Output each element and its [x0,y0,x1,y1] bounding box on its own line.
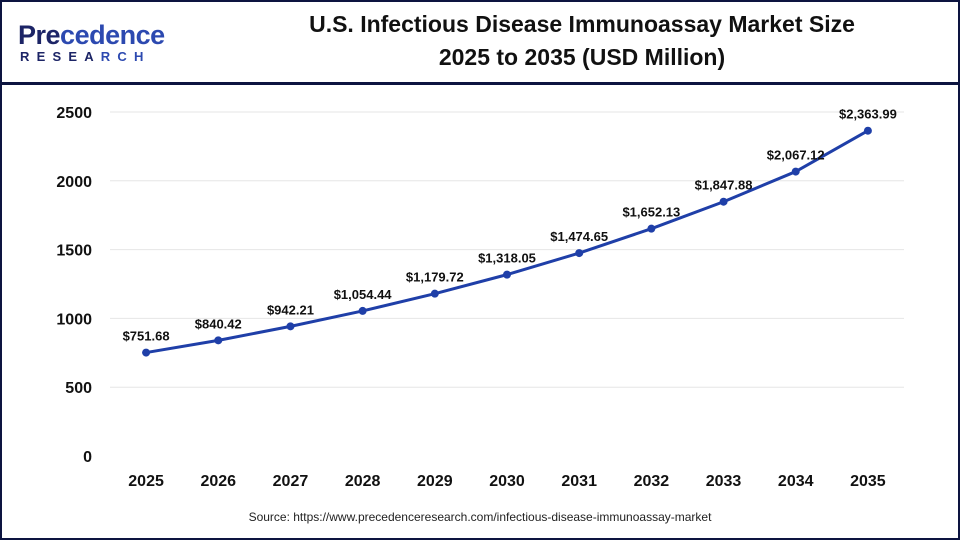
data-label: $751.68 [123,329,170,344]
precedence-research-logo: Precedence RESEARCH [18,20,168,64]
series-line [145,129,869,355]
data-point [863,126,872,135]
x-tick-label: 2029 [417,473,453,490]
data-label: $2,067.12 [767,148,825,163]
x-tick-label: 2034 [778,473,814,490]
data-label: $1,652.13 [622,205,680,220]
source-note: Source: https://www.precedenceresearch.c… [248,510,712,524]
data-point [358,306,367,315]
chart-title: U.S. Infectious Disease Immunoassay Mark… [222,8,942,74]
title-line-1: U.S. Infectious Disease Immunoassay Mark… [309,11,855,37]
data-label: $1,318.05 [478,251,536,266]
y-tick-label: 1000 [56,311,92,328]
logo-sub-text: RESEARCH [20,49,151,64]
x-tick-label: 2028 [345,473,381,490]
data-label: $840.42 [195,316,242,331]
x-tick-label: 2035 [850,473,886,490]
data-point [503,270,511,279]
x-tick-label: 2031 [561,473,597,490]
y-tick-label: 0 [83,449,92,466]
data-point [575,249,584,258]
data-label: $1,847.88 [695,178,753,193]
y-tick-label: 500 [65,380,92,397]
data-label: $1,179.72 [406,270,464,285]
x-tick-label: 2032 [634,473,670,490]
x-tick-label: 2033 [706,473,742,490]
x-tick-label: 2030 [489,473,525,490]
data-label: $942.21 [267,302,314,317]
data-label: $2,363.99 [839,107,897,122]
y-tick-label: 1500 [56,243,92,260]
y-tick-label: 2000 [56,174,92,191]
title-line-2: 2025 to 2035 (USD Million) [438,44,726,70]
data-point [142,348,151,357]
data-point [430,289,439,298]
data-point [791,167,800,176]
x-tick-label: 2027 [273,473,309,490]
logo-main-text: Precedence [18,20,165,50]
data-point [286,322,295,331]
y-tick-label: 2500 [56,105,92,122]
data-label: $1,474.65 [550,229,608,244]
data-point [719,197,728,206]
data-label: $1,054.44 [334,287,393,302]
x-tick-label: 2025 [128,473,164,490]
data-point [214,336,223,345]
data-point [647,224,656,233]
header: Precedence RESEARCH U.S. Infectious Dise… [2,2,958,85]
x-tick-label: 2026 [200,473,236,490]
